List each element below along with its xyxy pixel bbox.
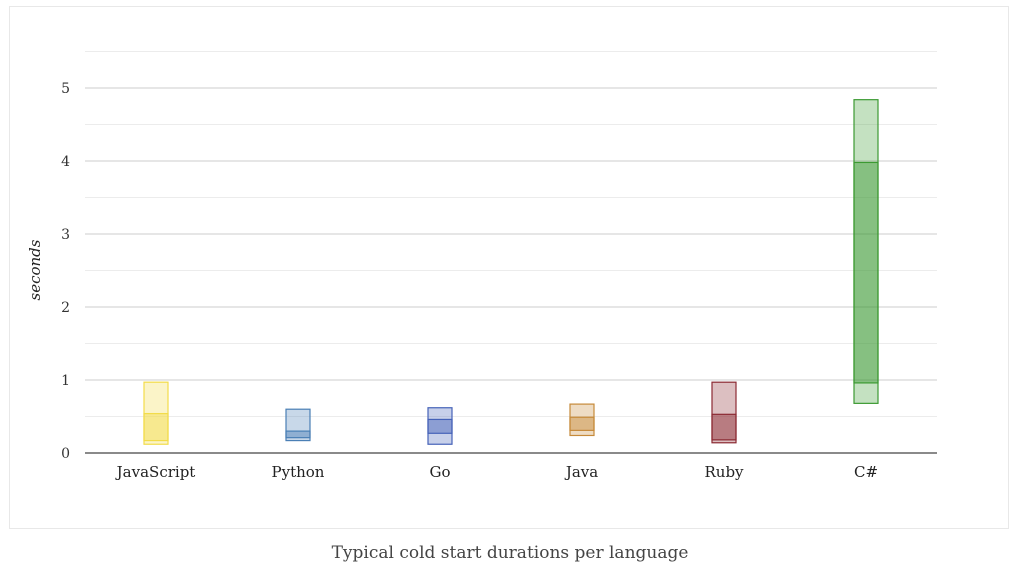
y-tick-label: 1 [61, 373, 70, 389]
y-tick-label: 0 [61, 446, 70, 462]
x-tick-label: Go [429, 463, 450, 481]
range-box [853, 99, 879, 404]
y-tick-label: 4 [61, 154, 70, 170]
range-box [427, 407, 453, 445]
box-csharp [853, 99, 879, 404]
interquartile-box [711, 413, 737, 441]
y-tick-label: 2 [61, 300, 70, 316]
box-ruby [711, 381, 737, 444]
x-tick-label: Python [272, 463, 325, 481]
interquartile-box [569, 416, 595, 431]
range-box [285, 408, 311, 442]
y-tick-label: 5 [61, 81, 70, 97]
x-tick-label: C# [854, 463, 878, 481]
y-tick-label: 3 [61, 227, 70, 243]
boxes [143, 99, 879, 445]
box-java [569, 403, 595, 437]
x-tick-label: JavaScript [115, 463, 196, 481]
x-axis-labels: JavaScript Python Go Java Ruby C# [115, 463, 878, 481]
y-axis-label: seconds [26, 239, 44, 300]
x-tick-label: Ruby [704, 463, 744, 481]
range-box [711, 381, 737, 444]
box-go [427, 407, 453, 445]
interquartile-box [143, 412, 169, 442]
chart-frame [9, 6, 1009, 529]
box-javascript [143, 381, 169, 445]
y-axis-ticks: 0 1 2 3 4 5 [61, 81, 70, 462]
box-chart: 0 1 2 3 4 5 JavaScript Python Go Java Ruby C# seco… [26, 51, 937, 481]
box-python [285, 408, 311, 442]
interquartile-box [285, 430, 311, 439]
x-tick-label: Java [564, 463, 598, 481]
grid-lines [85, 51, 937, 417]
interquartile-box [853, 161, 879, 384]
interquartile-box [427, 418, 453, 434]
chart-caption: Typical cold start durations per languag… [331, 543, 689, 563]
